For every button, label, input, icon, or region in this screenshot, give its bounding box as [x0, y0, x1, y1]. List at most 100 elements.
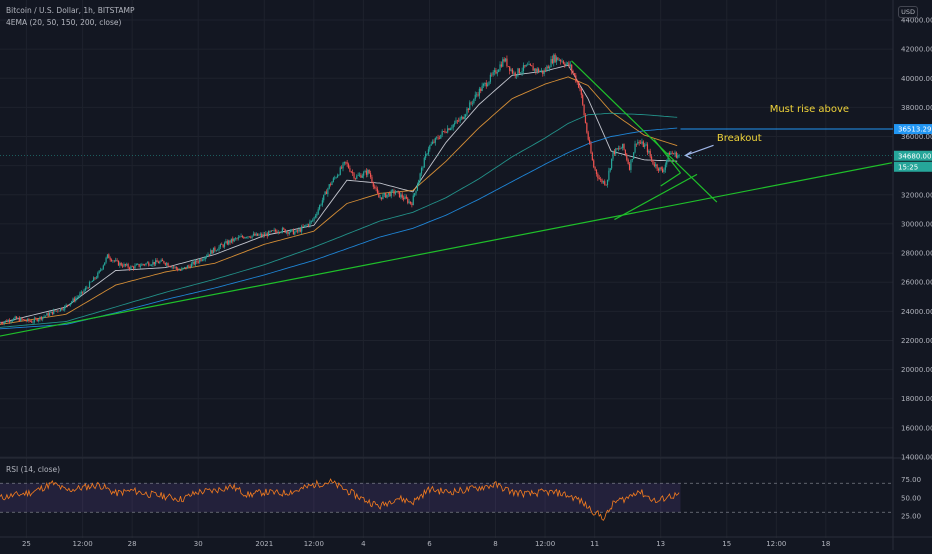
candle-body: [33, 318, 36, 322]
candle-body: [4, 320, 7, 322]
candle-body: [262, 234, 264, 237]
candle-body: [252, 233, 255, 236]
candle-body: [476, 94, 478, 96]
candle-body: [622, 143, 624, 149]
candle-body: [128, 267, 131, 269]
rsi-tick-label: 75.00: [901, 476, 921, 484]
candle-body: [98, 270, 100, 273]
candle-body: [623, 143, 625, 150]
candle-body: [482, 83, 485, 86]
candle-body: [126, 264, 128, 266]
candle-body: [529, 63, 531, 66]
candle-body: [367, 169, 369, 175]
candle-body: [115, 260, 117, 261]
candle-body: [332, 178, 334, 182]
candle-body: [504, 58, 507, 62]
candle-body: [569, 64, 571, 67]
candle-body: [139, 265, 142, 267]
candle-body: [296, 230, 299, 232]
candle-body: [536, 68, 538, 72]
candle-body: [71, 301, 73, 304]
candle-body: [500, 64, 503, 67]
candle-body: [440, 134, 442, 139]
candle-body: [652, 159, 654, 165]
candle-body: [247, 236, 249, 238]
candle-body: [411, 203, 413, 206]
candle-body: [259, 234, 261, 235]
candle-body: [372, 182, 374, 187]
candle-body: [72, 298, 74, 302]
candle-body: [324, 191, 326, 195]
candle-body: [237, 237, 239, 239]
price-tick-label: 32000.00: [901, 191, 932, 199]
candle-body: [387, 193, 390, 195]
time-tick-label: 12:00: [535, 540, 555, 548]
candle-body: [401, 194, 403, 198]
candle-body: [221, 244, 223, 245]
candle-body: [369, 173, 372, 178]
candle-body: [488, 81, 490, 85]
candle-body: [123, 264, 125, 267]
candle-body: [551, 59, 553, 64]
candle-body: [515, 75, 518, 76]
candle-body: [544, 70, 547, 72]
candle-body: [560, 60, 562, 62]
time-tick-label: 25: [22, 540, 31, 548]
candle-body: [496, 72, 498, 74]
time-tick-label: 12:00: [304, 540, 324, 548]
candle-body: [339, 167, 341, 175]
candle-body: [76, 297, 78, 299]
candle-body: [316, 213, 318, 216]
candle-body: [37, 319, 40, 322]
candle-body: [365, 170, 368, 175]
candle-body: [431, 141, 434, 144]
candle-body: [181, 268, 183, 271]
candle-body: [104, 262, 106, 266]
candle-body: [616, 148, 618, 150]
candle-body: [471, 103, 474, 104]
candle-body: [10, 321, 12, 322]
candle-body: [150, 264, 153, 266]
candle-body: [393, 190, 395, 194]
candle-body: [675, 152, 677, 158]
candle-body: [655, 164, 657, 167]
candle-body: [661, 168, 664, 173]
candle-body: [110, 259, 113, 262]
candle-body: [299, 229, 301, 232]
candle-body: [485, 82, 487, 87]
candle-body: [174, 266, 176, 268]
candle-body: [378, 193, 380, 198]
candle-body: [265, 233, 267, 236]
candle-body: [451, 127, 453, 129]
candle-body: [206, 256, 208, 258]
candle-body: [195, 260, 197, 265]
candle-body: [416, 185, 418, 191]
candle-body: [673, 153, 675, 155]
candle-body: [197, 262, 199, 263]
candle-body: [586, 123, 588, 133]
candle-body: [555, 57, 558, 62]
candle-body: [97, 272, 99, 278]
currency-label[interactable]: USD: [898, 6, 918, 18]
candle-body: [14, 316, 16, 319]
candle-body: [248, 236, 250, 238]
candle-body: [526, 64, 529, 66]
candle-body: [254, 233, 256, 236]
price-tick-label: 36000.00: [901, 133, 932, 141]
candle-body: [66, 304, 69, 306]
candle-body: [145, 263, 147, 265]
candle-body: [553, 54, 555, 64]
candle-body: [250, 237, 252, 238]
candle-body: [408, 201, 410, 203]
candle-body: [83, 290, 85, 293]
candle-body: [219, 244, 222, 247]
candle-body: [330, 184, 332, 185]
candle-body: [423, 157, 425, 168]
candle-body: [577, 82, 580, 88]
candle-body: [546, 66, 548, 71]
candle-body: [489, 74, 492, 82]
candle-body: [565, 63, 567, 66]
candle-body: [122, 265, 124, 267]
candle-body: [36, 318, 38, 322]
indicator-legend: 4EMA (20, 50, 150, 200, close): [6, 18, 122, 27]
